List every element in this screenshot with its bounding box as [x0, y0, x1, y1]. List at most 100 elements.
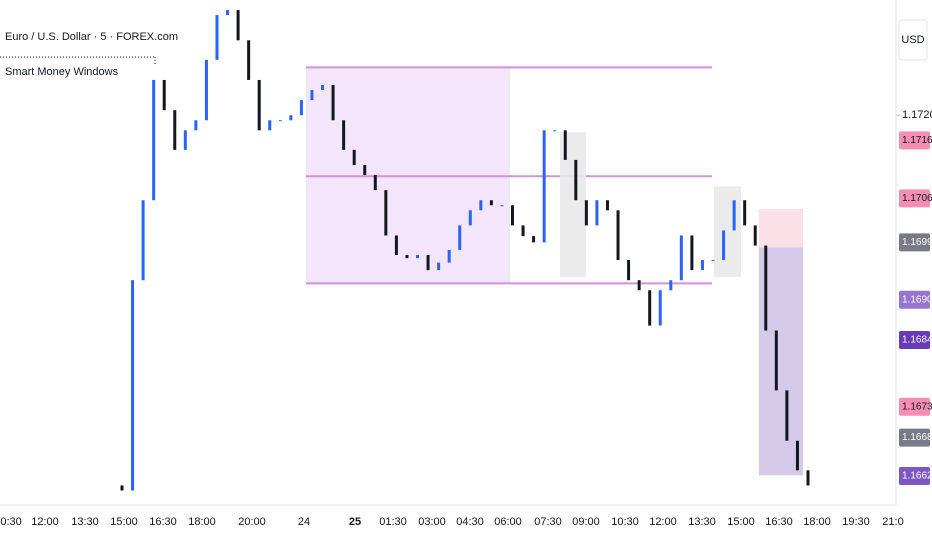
x-tick-label: 16:30 [765, 516, 793, 528]
candle-body [426, 255, 430, 271]
candle-body [257, 79, 261, 131]
candle-body [774, 330, 778, 391]
x-tick-label: 24 [298, 516, 310, 528]
candle-body [563, 130, 567, 160]
candle-body [584, 200, 588, 226]
x-tick-label: 16:30 [149, 516, 177, 528]
x-tick-label: 03:00 [418, 516, 446, 528]
candle-body [743, 200, 747, 226]
candle-body [806, 470, 810, 486]
candle-body [310, 90, 314, 101]
x-tick-label: 13:30 [688, 516, 716, 528]
x-tick-label: 06:00 [494, 516, 522, 528]
candle-body [183, 130, 187, 150]
candle-body [204, 59, 208, 121]
x-tick-label: 15:00 [110, 516, 138, 528]
candle-body [753, 225, 757, 246]
candle-body [141, 200, 145, 281]
candle-body [173, 110, 177, 150]
plot-area [120, 10, 810, 491]
y-tick-label: 1.17200 [902, 109, 932, 121]
candle-body [215, 15, 219, 60]
candle-body [574, 159, 578, 201]
candle-body [394, 235, 398, 255]
candle-body [405, 255, 409, 259]
x-tick-label: 10:30 [611, 516, 639, 528]
price-tag-label: 1.17068 [902, 193, 932, 204]
x-tick-label: 10:30 [0, 516, 22, 528]
price-tag [899, 428, 930, 447]
price-tag [899, 189, 930, 208]
candle-body [152, 79, 156, 201]
price-tag-label: 1.16843 [902, 335, 932, 346]
price-tag-label: 1.16688 [902, 432, 932, 443]
x-tick-label: 20:00 [238, 516, 266, 528]
price-tag-label: 1.16998 [902, 237, 932, 248]
candle-body [226, 10, 230, 16]
candle-body [542, 130, 546, 243]
candle-body [679, 235, 683, 281]
x-tick-label: 09:00 [572, 516, 600, 528]
candle-body [795, 440, 799, 471]
candle-body [690, 235, 694, 271]
candle-body [648, 290, 652, 326]
candle-body [437, 262, 441, 271]
candle-body [278, 120, 282, 122]
box [714, 186, 741, 278]
price-tag [899, 331, 930, 349]
candle-body [658, 290, 662, 326]
price-tag [899, 290, 930, 309]
candle-body [553, 130, 557, 132]
candle-body [120, 485, 124, 491]
x-tick-label: 12:00 [31, 516, 59, 528]
candle-body [637, 280, 641, 291]
candle-body [331, 85, 335, 121]
chart-title: Euro / U.S. Dollar · 5 · FOREX.com [5, 31, 178, 43]
x-tick-label: 18:00 [188, 516, 216, 528]
candle-body [732, 200, 736, 231]
candle-body [500, 205, 504, 207]
x-tick-label: 21:0 [882, 516, 903, 528]
candle-body [627, 260, 631, 281]
price-tag-label: 1.16907 [902, 294, 932, 305]
candle-body [131, 280, 135, 491]
candle-body [722, 230, 726, 261]
currency-label[interactable]: USD [901, 34, 924, 46]
x-tick-label: 19:30 [842, 516, 870, 528]
x-tick-label: 18:00 [803, 516, 831, 528]
price-tag-label: 1.16737 [902, 401, 932, 412]
candle-body [162, 79, 166, 111]
candle-body [321, 85, 325, 91]
candle-body [521, 225, 525, 237]
candle-body [342, 120, 346, 150]
x-tick-label: 13:30 [71, 516, 99, 528]
candle-body [711, 260, 715, 262]
candle-body [352, 149, 356, 165]
candle-body [458, 225, 462, 250]
candle-body [416, 255, 420, 259]
x-tick-label: 04:30 [456, 516, 484, 528]
candle-body [605, 200, 609, 211]
x-tick-label: 07:30 [534, 516, 562, 528]
x-tick-label: 01:30 [379, 516, 407, 528]
x-tick-label: 12:00 [649, 516, 677, 528]
candle-body [289, 115, 293, 121]
candle-body [510, 205, 514, 226]
candle-body [363, 164, 367, 176]
candle-body [489, 200, 493, 206]
price-tag-label: 1.16627 [902, 471, 932, 482]
candle-body [616, 210, 620, 261]
candle-body [236, 10, 240, 41]
price-tag-label: 1.17160 [902, 135, 932, 146]
candle-body [268, 120, 272, 131]
candle-body [194, 120, 198, 131]
candle-body [479, 200, 483, 211]
currency-button[interactable] [898, 19, 928, 61]
candle-body [247, 40, 251, 80]
candle-body [532, 236, 536, 243]
x-tick-label: 25 [349, 516, 361, 528]
indicator-name: Smart Money Windows [5, 66, 119, 78]
price-tag [899, 131, 930, 150]
candle-body [299, 100, 303, 116]
